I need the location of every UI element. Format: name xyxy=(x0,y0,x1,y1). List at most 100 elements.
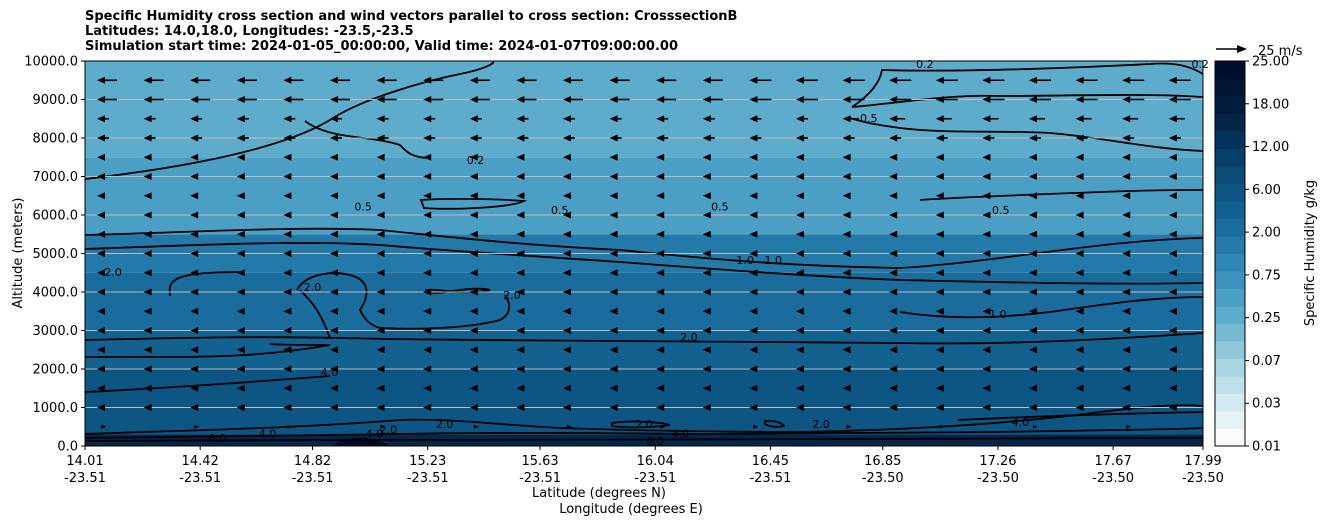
wind-vector-head xyxy=(1168,269,1177,277)
wind-vector-head xyxy=(376,404,385,411)
wind-vector-head xyxy=(423,346,432,354)
x-tick-label-lon-5: -23.51 xyxy=(634,471,676,486)
wind-vector-head xyxy=(563,192,571,200)
wind-vector-head xyxy=(842,327,851,334)
wind-vector-head xyxy=(563,288,571,296)
wind-vector-head xyxy=(1029,173,1037,180)
wind-vector-head xyxy=(889,327,898,334)
wind-vector-head xyxy=(609,115,618,123)
contour-label-21: 6.0 xyxy=(208,432,226,445)
wind-vector xyxy=(1033,424,1038,429)
wind-vector-head xyxy=(796,173,804,180)
wind-vector-head xyxy=(749,307,758,315)
colorbar-tick-label-0: 0.01 xyxy=(1252,440,1281,455)
wind-vector-head xyxy=(1075,384,1084,392)
wind-vector xyxy=(753,424,759,429)
wind-vector-head xyxy=(563,115,571,123)
wind-vector-head xyxy=(330,211,338,219)
wind-vector-head xyxy=(1168,230,1177,238)
y-tick-label-4: 4000.0 xyxy=(33,286,79,301)
wind-vector-head xyxy=(609,288,618,296)
wind-vector-head xyxy=(1122,384,1131,392)
wind-vector-head xyxy=(330,327,338,334)
wind-vector-head xyxy=(283,404,292,411)
wind-vector-head xyxy=(982,230,991,238)
wind-vector-head xyxy=(656,192,665,200)
wind-vector-head xyxy=(842,288,851,296)
wind-vector-head xyxy=(469,365,478,373)
wind-vector-head xyxy=(469,307,478,315)
wind-vector-head xyxy=(796,384,804,392)
contour-line-17 xyxy=(296,272,511,330)
wind-vector-head xyxy=(656,269,665,277)
wind-vector-head xyxy=(143,307,152,315)
wind-vector-head xyxy=(97,365,105,373)
wind-vector-head xyxy=(376,307,385,315)
contour-label-7: 0.5 xyxy=(992,204,1010,217)
wind-vector-head xyxy=(283,76,292,84)
x-tick-label-lat-1: 14.42 xyxy=(182,454,219,469)
wind-vector-head xyxy=(796,153,804,161)
wind-vector xyxy=(846,424,852,429)
wind-vector-head xyxy=(982,269,991,277)
wind-vector-head xyxy=(982,307,991,315)
wind-vector-head xyxy=(563,134,571,142)
wind-vector xyxy=(287,424,293,429)
x-tick-label-lon-7: -23.50 xyxy=(862,471,904,486)
wind-vector-head xyxy=(796,230,804,238)
wind-vector-head xyxy=(563,269,571,277)
wind-vector-head xyxy=(842,76,851,84)
colorbar-swatch-4 xyxy=(1215,358,1245,377)
wind-vector-head xyxy=(143,173,152,180)
wind-vector-head xyxy=(469,346,478,354)
wind-vector-head xyxy=(423,230,432,238)
wind-vector-head xyxy=(469,96,478,103)
colorbar-swatch-2 xyxy=(1215,393,1245,412)
wind-vector-head xyxy=(563,250,571,257)
contour-line-19 xyxy=(299,289,331,339)
x-tick-label-lon-4: -23.51 xyxy=(519,471,561,486)
contour-label-9: 1.0 xyxy=(764,254,782,267)
wind-vector-head xyxy=(190,288,199,296)
wind-vector-head xyxy=(889,384,898,392)
wind-vector-head xyxy=(330,173,338,180)
wind-vector-head xyxy=(656,211,665,219)
wind-vector-head xyxy=(609,230,618,238)
wind-vector-head xyxy=(656,96,665,103)
colorbar-swatch-16 xyxy=(1215,148,1245,167)
y-tick-label-0: 0.0 xyxy=(57,440,78,455)
wind-vector-head xyxy=(982,115,991,123)
wind-vector-head xyxy=(143,404,152,411)
wind-vector-head xyxy=(1122,346,1131,354)
contour-label-22: 4.0 xyxy=(259,427,277,440)
wind-vector-head xyxy=(702,384,711,392)
wind-vector-head xyxy=(842,269,851,277)
wind-vector-head xyxy=(1168,307,1177,315)
colorbar-tick-label-8: 18.00 xyxy=(1252,97,1289,112)
colorbar-swatch-9 xyxy=(1215,271,1245,289)
wind-vector-head xyxy=(423,192,432,200)
wind-vector-head xyxy=(190,76,199,84)
colorbar-swatch-10 xyxy=(1215,253,1245,272)
y-tick-label-7: 7000.0 xyxy=(33,170,79,185)
wind-vector-head xyxy=(563,211,571,219)
wind-vector-head xyxy=(236,365,245,373)
wind-vector-head xyxy=(842,384,851,392)
wind-vector-head xyxy=(516,211,525,219)
colorbar-swatch-15 xyxy=(1215,166,1245,184)
wind-vector-head xyxy=(702,211,711,219)
wind-vector-head xyxy=(889,153,898,161)
wind-vector-head xyxy=(376,192,385,200)
contour-label-19: 2.0 xyxy=(812,418,830,431)
y-tick-label-6: 6000.0 xyxy=(33,209,79,224)
wind-vector-head xyxy=(516,230,525,238)
wind-vector-head xyxy=(842,346,851,354)
wind-vector-head xyxy=(330,134,338,142)
wind-vector-head xyxy=(1168,115,1177,123)
wind-vector-head xyxy=(236,250,245,257)
wind-vector-head xyxy=(376,250,385,257)
wind-vector-head xyxy=(1029,404,1037,411)
wind-vector xyxy=(1126,424,1132,429)
wind-vector-head xyxy=(796,115,804,123)
wind-vector-head xyxy=(376,269,385,277)
